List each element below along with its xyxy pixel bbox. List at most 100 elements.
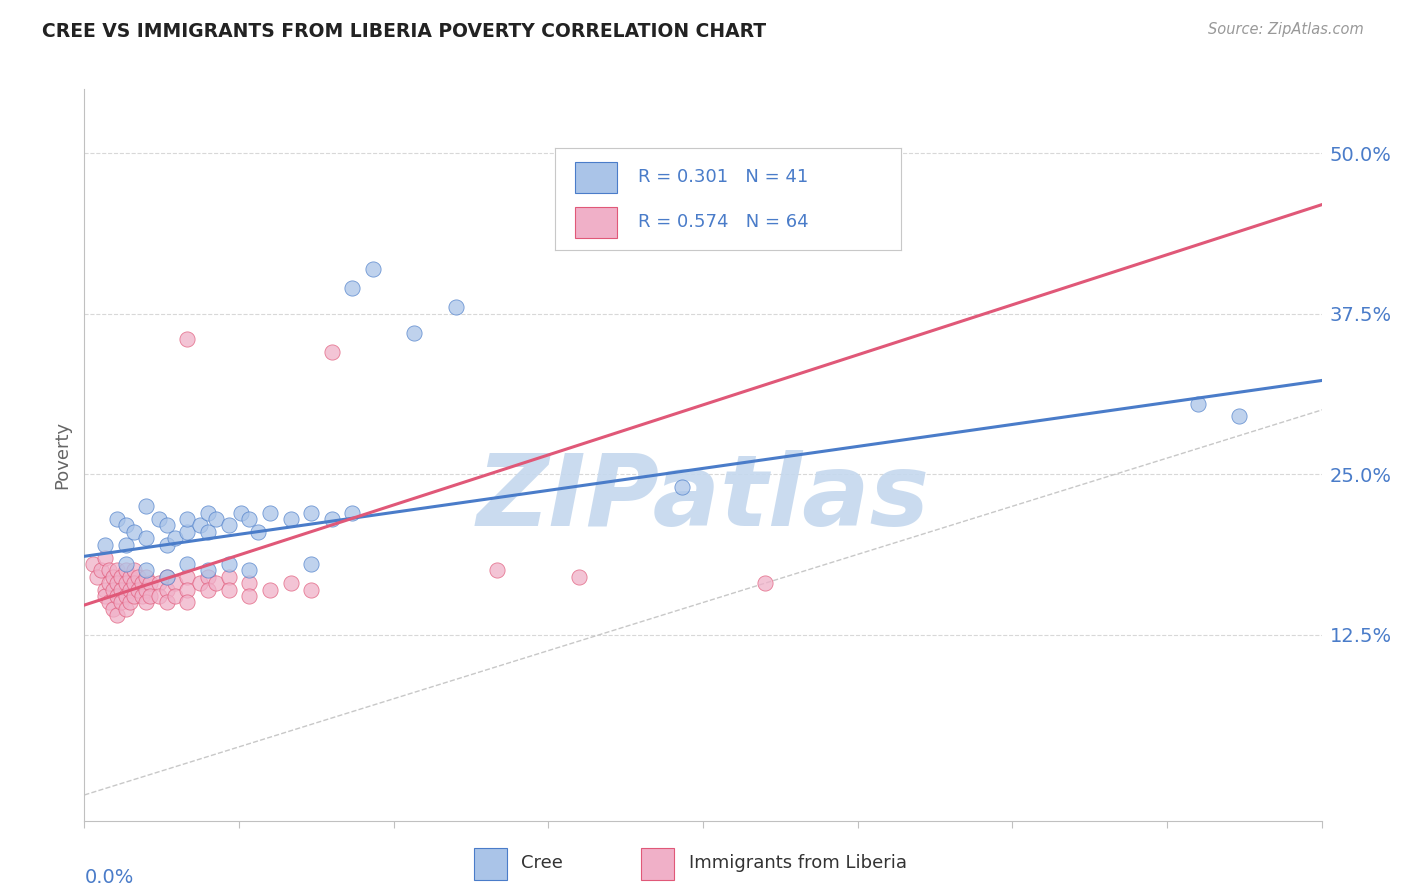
Point xyxy=(156,582,179,597)
Point xyxy=(197,563,219,577)
Point xyxy=(165,576,187,591)
Point xyxy=(94,582,117,597)
Point xyxy=(122,524,145,539)
Point xyxy=(197,570,219,584)
Point xyxy=(259,582,281,597)
Point xyxy=(98,576,121,591)
Point xyxy=(135,582,157,597)
Bar xyxy=(575,207,617,238)
Point xyxy=(176,333,198,347)
Bar xyxy=(474,848,508,880)
Point xyxy=(176,512,198,526)
Point xyxy=(165,589,187,603)
Point xyxy=(131,589,153,603)
Point xyxy=(280,576,302,591)
Point xyxy=(139,589,162,603)
Point xyxy=(105,576,128,591)
Point xyxy=(94,538,117,552)
Point xyxy=(197,582,219,597)
Point xyxy=(485,563,508,577)
Point xyxy=(165,532,187,546)
Text: ZIPatlas: ZIPatlas xyxy=(477,450,929,548)
Text: 0.0%: 0.0% xyxy=(84,868,134,888)
Point xyxy=(110,595,132,609)
Point xyxy=(114,557,136,571)
Point xyxy=(103,602,125,616)
Point xyxy=(105,589,128,603)
Point xyxy=(176,595,198,609)
Point xyxy=(122,563,145,577)
Point xyxy=(148,576,170,591)
Point xyxy=(94,589,117,603)
Point xyxy=(114,576,136,591)
Point xyxy=(122,589,145,603)
Point xyxy=(218,557,240,571)
Point xyxy=(205,576,228,591)
Point xyxy=(238,563,260,577)
Point xyxy=(82,557,104,571)
Point xyxy=(754,576,776,591)
Point xyxy=(218,518,240,533)
Point xyxy=(361,261,384,276)
Point xyxy=(127,570,149,584)
Point xyxy=(105,563,128,577)
Point xyxy=(404,326,426,340)
Point xyxy=(127,582,149,597)
Point xyxy=(135,500,157,514)
Point xyxy=(238,576,260,591)
Y-axis label: Poverty: Poverty xyxy=(53,421,72,489)
Point xyxy=(444,301,467,315)
Point xyxy=(197,524,219,539)
Point xyxy=(280,512,302,526)
Point xyxy=(118,570,141,584)
Point xyxy=(135,532,157,546)
Point xyxy=(321,512,343,526)
Point xyxy=(148,512,170,526)
Point xyxy=(114,602,136,616)
Point xyxy=(156,570,179,584)
Point xyxy=(1187,396,1209,410)
Point xyxy=(218,582,240,597)
Point xyxy=(86,570,108,584)
Point xyxy=(238,589,260,603)
Point xyxy=(218,570,240,584)
Point xyxy=(156,595,179,609)
Point xyxy=(176,582,198,597)
Point xyxy=(122,576,145,591)
Point xyxy=(110,570,132,584)
Point xyxy=(105,512,128,526)
Point xyxy=(139,576,162,591)
Point xyxy=(229,506,252,520)
Bar xyxy=(641,848,675,880)
Point xyxy=(135,595,157,609)
Text: R = 0.301   N = 41: R = 0.301 N = 41 xyxy=(638,169,808,186)
Point xyxy=(205,512,228,526)
Point xyxy=(114,518,136,533)
Point xyxy=(197,506,219,520)
Text: Cree: Cree xyxy=(522,854,564,872)
Point xyxy=(299,506,322,520)
Point xyxy=(238,512,260,526)
Bar xyxy=(575,162,617,193)
Point xyxy=(114,538,136,552)
Point xyxy=(118,582,141,597)
Text: Source: ZipAtlas.com: Source: ZipAtlas.com xyxy=(1208,22,1364,37)
Point xyxy=(188,576,211,591)
Point xyxy=(114,563,136,577)
Point xyxy=(148,589,170,603)
Point xyxy=(176,570,198,584)
Point xyxy=(568,570,591,584)
Point xyxy=(105,608,128,623)
Point xyxy=(90,563,112,577)
Point xyxy=(135,570,157,584)
Point xyxy=(188,518,211,533)
Text: Immigrants from Liberia: Immigrants from Liberia xyxy=(689,854,907,872)
Point xyxy=(671,480,693,494)
Point xyxy=(110,582,132,597)
Point xyxy=(342,506,364,520)
Point xyxy=(114,589,136,603)
Point xyxy=(246,524,269,539)
Point xyxy=(342,281,364,295)
Point xyxy=(299,582,322,597)
Point xyxy=(98,595,121,609)
